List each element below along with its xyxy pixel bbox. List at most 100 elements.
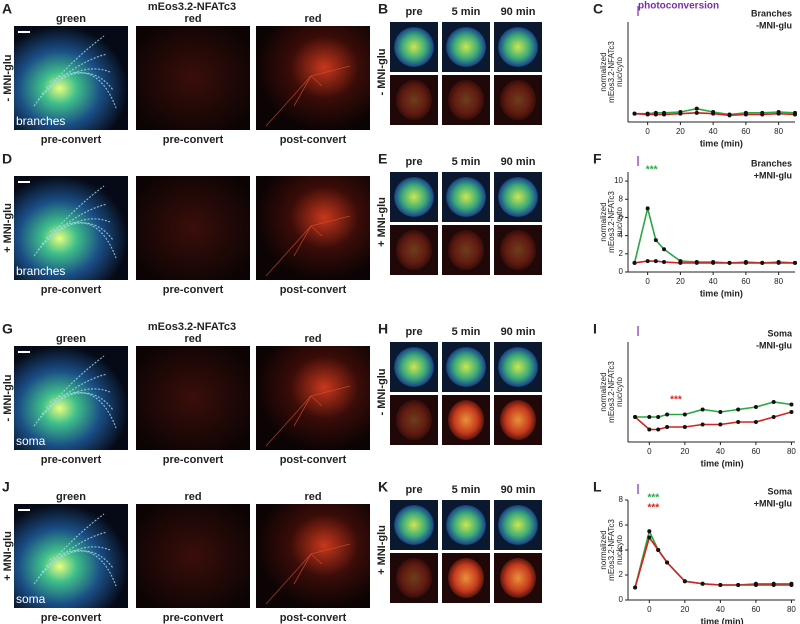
red-process (293, 395, 312, 427)
channel-header: green (56, 13, 86, 25)
caption: post-convert (280, 284, 347, 296)
cell-red (396, 230, 432, 270)
data-point (647, 529, 652, 534)
data-point (633, 585, 638, 590)
y-tick-label: 4 (619, 545, 624, 554)
cell-red (448, 230, 484, 270)
micrograph (136, 26, 250, 130)
dendrite (45, 222, 114, 241)
chart-title: Soma (767, 486, 793, 496)
panel-letter: J (2, 479, 10, 495)
panel-letter: A (2, 1, 12, 17)
y-axis-label: mEos3.2-NFATc3 (607, 361, 616, 423)
cell (498, 347, 538, 387)
y-axis-label: normalized (599, 372, 608, 411)
condition-label: - MNI-glu (2, 54, 14, 101)
caption: post-convert (280, 612, 347, 624)
data-point (645, 259, 650, 264)
data-point (771, 583, 776, 587)
x-tick-label: 20 (680, 447, 689, 456)
x-axis-label: time (min) (701, 458, 744, 468)
dendrite (41, 546, 111, 573)
red-process (293, 553, 312, 585)
micrograph (14, 26, 128, 130)
red-process (265, 395, 312, 447)
data-point (727, 260, 732, 265)
caption: pre-convert (163, 454, 224, 466)
data-point (633, 415, 638, 419)
data-point (656, 415, 661, 419)
data-point (700, 407, 705, 412)
data-point (743, 112, 748, 117)
series-line (634, 528, 792, 588)
y-axis-label: nuc/cyto (615, 535, 624, 565)
panel-letter: E (378, 151, 387, 167)
data-point (753, 583, 758, 587)
dendrite (49, 549, 117, 587)
x-axis-label: time (min) (700, 138, 743, 148)
red-process (310, 553, 323, 565)
condition-label: + MNI-glu (376, 197, 388, 247)
chart-title: Soma (767, 328, 793, 338)
time-label: 5 min (452, 326, 481, 338)
cell-red (500, 400, 536, 440)
panel-letter: K (378, 479, 388, 495)
dendrite (33, 355, 105, 427)
dendrite (37, 203, 108, 251)
dendrite (45, 550, 114, 569)
panel-letter: B (378, 1, 388, 17)
data-point (736, 583, 741, 587)
x-tick-label: 20 (676, 277, 685, 286)
dendrite (45, 392, 114, 411)
data-point (682, 412, 687, 417)
red-process (265, 553, 312, 605)
data-point (789, 410, 794, 414)
data-point (718, 583, 723, 587)
panel-letter: G (2, 321, 13, 337)
cell (394, 347, 434, 387)
x-tick-label: 40 (709, 277, 718, 286)
y-tick-label: 2 (619, 249, 624, 258)
cell (394, 505, 434, 545)
data-point (653, 259, 658, 264)
y-tick-label: 8 (619, 194, 624, 203)
data-point (647, 415, 652, 419)
y-tick-label: 6 (619, 520, 624, 529)
cell (446, 505, 486, 545)
x-tick-label: 0 (647, 447, 652, 456)
micrograph (14, 504, 128, 608)
cell (394, 27, 434, 67)
cell-red (500, 230, 536, 270)
data-point (678, 111, 683, 116)
caption: pre-convert (41, 612, 102, 624)
data-point (662, 247, 667, 252)
channel-header: red (184, 13, 201, 25)
data-point (771, 415, 776, 419)
data-point (682, 425, 687, 429)
dendrite (41, 388, 111, 415)
y-tick-label: 8 (619, 495, 624, 504)
cell (394, 177, 434, 217)
data-point (662, 112, 667, 117)
dendrite (49, 391, 117, 429)
caption: pre-convert (41, 454, 102, 466)
micrograph (14, 176, 128, 280)
red-process (310, 395, 323, 407)
data-point (694, 110, 699, 115)
data-point (700, 422, 705, 427)
caption: pre-convert (163, 612, 224, 624)
data-point (753, 405, 758, 409)
significance: *** (670, 395, 682, 406)
condition-label: + MNI-glu (2, 203, 14, 253)
channel-header: red (304, 491, 321, 503)
red-process (310, 543, 351, 555)
dendrite (37, 531, 108, 579)
time-label: 5 min (452, 6, 481, 18)
x-axis-label: time (min) (700, 288, 743, 298)
time-label: 90 min (501, 326, 536, 338)
panel-letter: H (378, 321, 388, 337)
dendrite (37, 53, 108, 101)
data-point (632, 260, 637, 265)
chart-title: -MNI-glu (756, 340, 792, 350)
